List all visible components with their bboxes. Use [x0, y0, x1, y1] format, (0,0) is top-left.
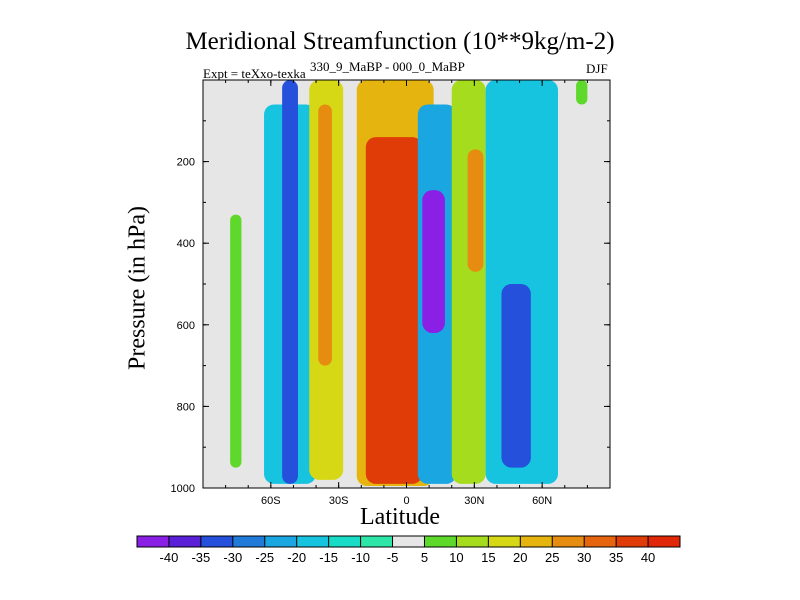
colorbar-swatch [488, 536, 521, 547]
colorbar-swatch [296, 536, 330, 547]
colorbar-swatch [552, 536, 585, 547]
region-nh-midlat-negative-core [501, 284, 531, 468]
colorbar-swatch [137, 536, 170, 547]
region-nh-subtropic-positive-outer [451, 80, 486, 484]
colorbar-swatch [360, 536, 394, 547]
colorbar-label: 5 [421, 550, 428, 565]
colorbar-swatch [616, 536, 649, 547]
colorbar-label: -40 [160, 550, 179, 565]
colorbar-swatch [424, 536, 457, 547]
experiment-label: Expt = teXxo-texka [203, 66, 306, 81]
y-tick-label: 600 [177, 320, 195, 332]
region-sh-midlat-negative-core [282, 80, 298, 484]
x-tick-label: 30N [464, 495, 484, 507]
region-nh-polar-positive-patch [576, 80, 588, 105]
region-sh-subtropic-positive-core [318, 104, 332, 366]
colorbar-label: -30 [223, 550, 242, 565]
colorbar-frame [136, 535, 681, 548]
x-tick-label: 30S [329, 495, 349, 507]
y-tick-label: 200 [177, 157, 195, 169]
colorbar-label: 15 [481, 550, 495, 565]
region-nh-tropic-negative-core [422, 190, 445, 333]
colorbar-label: -15 [319, 550, 338, 565]
region-nh-subtropic-positive-core [467, 149, 484, 272]
colorbar-label: 40 [641, 550, 655, 565]
region-sh-polar-positive-band [230, 214, 242, 468]
colorbar-label: -20 [287, 550, 306, 565]
colorbar-label: -25 [255, 550, 274, 565]
colorbar-swatch [520, 536, 553, 547]
colorbar-label: -35 [191, 550, 210, 565]
season-label: DJF [586, 61, 608, 76]
chart-title: Meridional Streamfunction (10**9kg/m-2) [185, 28, 615, 55]
colorbar-swatch [328, 536, 362, 547]
colorbar-label: 20 [513, 550, 527, 565]
colorbar-label: -5 [387, 550, 399, 565]
x-tick-label: 60N [532, 495, 552, 507]
colorbar-label: 25 [545, 550, 559, 565]
colorbar-label: -10 [351, 550, 370, 565]
y-tick-label: 400 [177, 238, 195, 250]
colorbar-swatch [648, 536, 681, 547]
colorbar-swatch [392, 536, 425, 547]
colorbar-swatch [584, 536, 617, 547]
colorbar-swatch [168, 536, 202, 547]
y-tick-label: 1000 [171, 483, 195, 495]
difference-label: 330_9_MaBP - 000_0_MaBP [310, 59, 465, 74]
colorbar-swatch [456, 536, 489, 547]
region-equatorial-positive-core [365, 137, 423, 484]
x-tick-label: 60S [261, 495, 281, 507]
colorbar-label: 35 [609, 550, 623, 565]
colorbar-label: 30 [577, 550, 591, 565]
x-tick-label: 0 [403, 495, 409, 507]
y-tick-label: 800 [177, 401, 195, 413]
colorbar-swatch [232, 536, 266, 547]
colorbar-swatch [264, 536, 298, 547]
colorbar-swatch [200, 536, 234, 547]
x-axis-label: Latitude [360, 504, 440, 530]
colorbar-label: 10 [449, 550, 463, 565]
